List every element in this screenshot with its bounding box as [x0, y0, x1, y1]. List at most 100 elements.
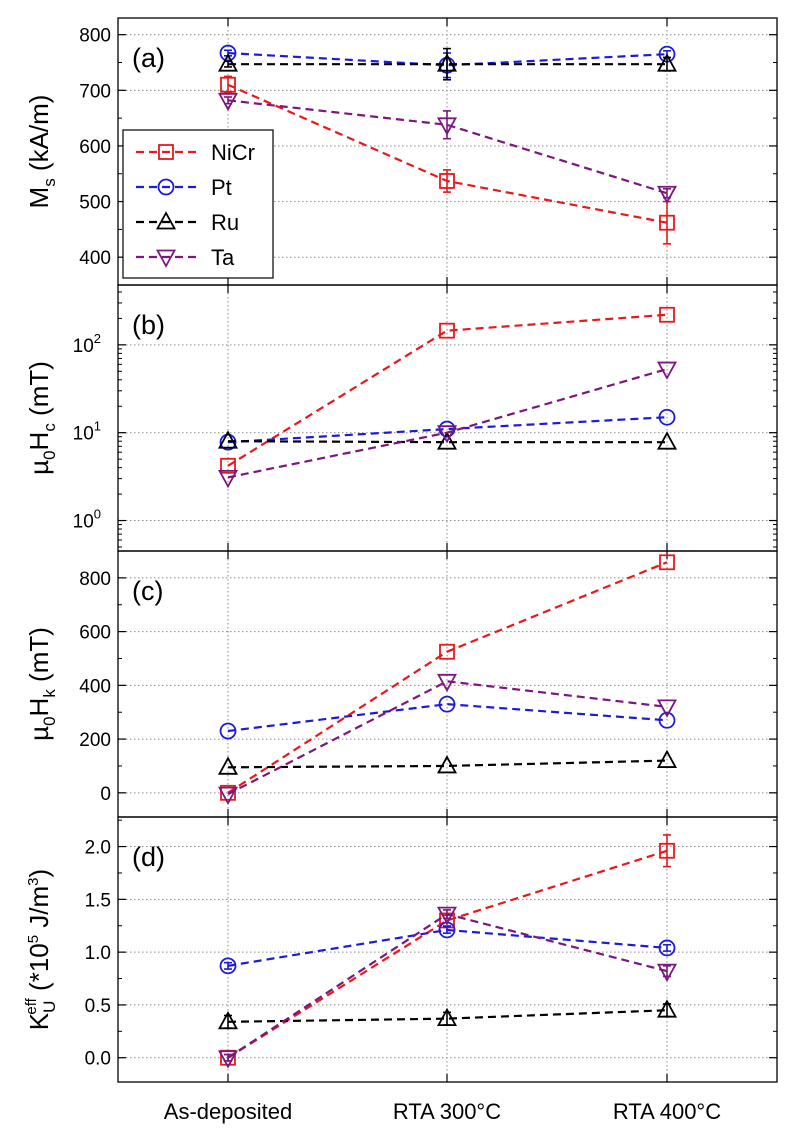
- x-tick-label: RTA 300°C: [393, 1099, 501, 1124]
- data-point-nicr: [659, 554, 675, 571]
- y-ticks: [118, 550, 777, 794]
- data-point-nicr: [659, 306, 675, 323]
- panel-d: 0.0 0.5 1.0 1.5 2.0 (d) KUeff (*105 J/m3) As-de…: [23, 816, 778, 1124]
- data-point-ta: [656, 361, 678, 380]
- data-point-ta: [436, 117, 458, 136]
- series-ta: [217, 906, 678, 1069]
- y-tick-label: 100: [73, 507, 101, 533]
- data-point-pt: [658, 408, 676, 426]
- series-line-pt: [227, 416, 668, 444]
- panel-b: 100 101 102 (b) µ0Hc (mT): [24, 284, 778, 552]
- legend-marker: [155, 211, 177, 230]
- data-point-ta: [656, 699, 678, 718]
- x-tick-label: RTA 400°C: [613, 1099, 721, 1124]
- data-point-pt: [219, 957, 237, 975]
- data-point-pt: [219, 722, 237, 740]
- series-nicr: [220, 306, 675, 474]
- y-axis-label: KUeff (*105 J/m3): [23, 869, 59, 1030]
- data-point-nicr: [439, 322, 455, 339]
- data-point-ta: [217, 1050, 239, 1069]
- series-ta: [217, 92, 678, 205]
- data-point-ta: [656, 185, 678, 205]
- data-point-nicr: [439, 643, 455, 660]
- series-line-ru: [227, 440, 667, 444]
- y-tick-label: 101: [73, 419, 101, 445]
- series-ru: [217, 430, 678, 450]
- data-point-ru: [217, 1010, 239, 1030]
- data-point-ta: [217, 469, 239, 489]
- y-tick-label: 500: [79, 193, 111, 214]
- data-point-pt: [658, 939, 676, 957]
- y-tick-label: 400: [79, 248, 111, 269]
- legend-entry-pt: Pt: [211, 175, 232, 200]
- data-point-ru: [436, 1007, 458, 1027]
- data-point-ru: [656, 999, 678, 1018]
- data-point-ta: [217, 786, 239, 806]
- legend-marker: [155, 249, 177, 268]
- series-line-pt: [227, 51, 668, 67]
- data-point-nicr: [220, 457, 236, 474]
- data-point-ta: [217, 92, 239, 112]
- series-ta: [217, 361, 678, 489]
- panel-a: 400 500 600 700 800 (a) Ms (kA/m) NiCr Pt Ru Ta: [24, 17, 778, 286]
- series-line-nicr: [227, 561, 668, 794]
- legend-entry-ru: Ru: [211, 210, 239, 235]
- data-point-ru: [217, 53, 239, 72]
- series-ru: [217, 749, 678, 775]
- data-point-pt: [219, 44, 237, 62]
- legend: NiCr Pt Ru Ta: [122, 129, 274, 279]
- data-point-ru: [656, 431, 678, 450]
- data-point-nicr: [439, 173, 455, 189]
- data-point-ru: [436, 755, 458, 774]
- y-ticks: [118, 819, 777, 1059]
- legend-entry-nicr: NiCr: [211, 140, 255, 165]
- data-point-ru: [436, 53, 458, 72]
- data-point-nicr: [659, 842, 675, 859]
- data-point-ru: [656, 749, 678, 768]
- y-tick-label: 600: [79, 137, 111, 158]
- data-point-ru: [436, 431, 458, 450]
- data-point-nicr: [220, 76, 236, 93]
- data-point-ta: [436, 425, 458, 444]
- plot-frame: [117, 816, 778, 1083]
- y-tick-label: 200: [79, 730, 111, 751]
- legend-entry-ta: Ta: [211, 245, 235, 270]
- panel-label: (a): [132, 43, 165, 73]
- data-point-ta: [436, 673, 458, 693]
- y-tick-label: 2.0: [85, 838, 111, 859]
- y-ticks: [118, 291, 777, 548]
- legend-marker: [157, 178, 175, 196]
- data-point-ta: [436, 906, 458, 926]
- legend-marker: [158, 144, 174, 160]
- data-point-nicr: [220, 784, 236, 801]
- y-tick-label: 0.5: [85, 996, 111, 1017]
- series-ta: [217, 673, 678, 806]
- data-point-ta: [656, 963, 678, 983]
- data-point-ru: [656, 53, 678, 72]
- y-tick-label: 0.0: [85, 1049, 111, 1070]
- y-tick-label: 400: [79, 676, 111, 697]
- series-nicr: [220, 554, 675, 801]
- series-pt: [219, 921, 676, 975]
- series-ru: [217, 47, 678, 81]
- y-tick-label: 102: [73, 331, 101, 357]
- y-tick-label: 700: [79, 81, 111, 102]
- data-point-pt: [438, 695, 456, 713]
- series-line-pt: [227, 928, 668, 967]
- y-axis-label: µ0Hc (mT): [24, 361, 59, 475]
- series-line-pt: [227, 703, 668, 733]
- y-axis-label: µ0Hk (mT): [24, 627, 59, 741]
- panel-label: (d): [132, 842, 165, 872]
- y-tick-label: 1.0: [85, 943, 111, 964]
- y-tick-label: 600: [79, 623, 111, 644]
- series-line-ta: [227, 368, 668, 479]
- panel-c: 0 200 400 600 800 (c) µ0Hk (mT): [24, 550, 778, 818]
- data-point-nicr: [659, 214, 675, 231]
- x-tick-label: As-deposited: [164, 1099, 292, 1124]
- series-line-ru: [227, 1009, 668, 1023]
- y-tick-label: 800: [79, 26, 111, 47]
- series-line-ru: [227, 759, 668, 769]
- panel-label: (c): [132, 576, 163, 606]
- y-tick-label: 0: [100, 784, 111, 805]
